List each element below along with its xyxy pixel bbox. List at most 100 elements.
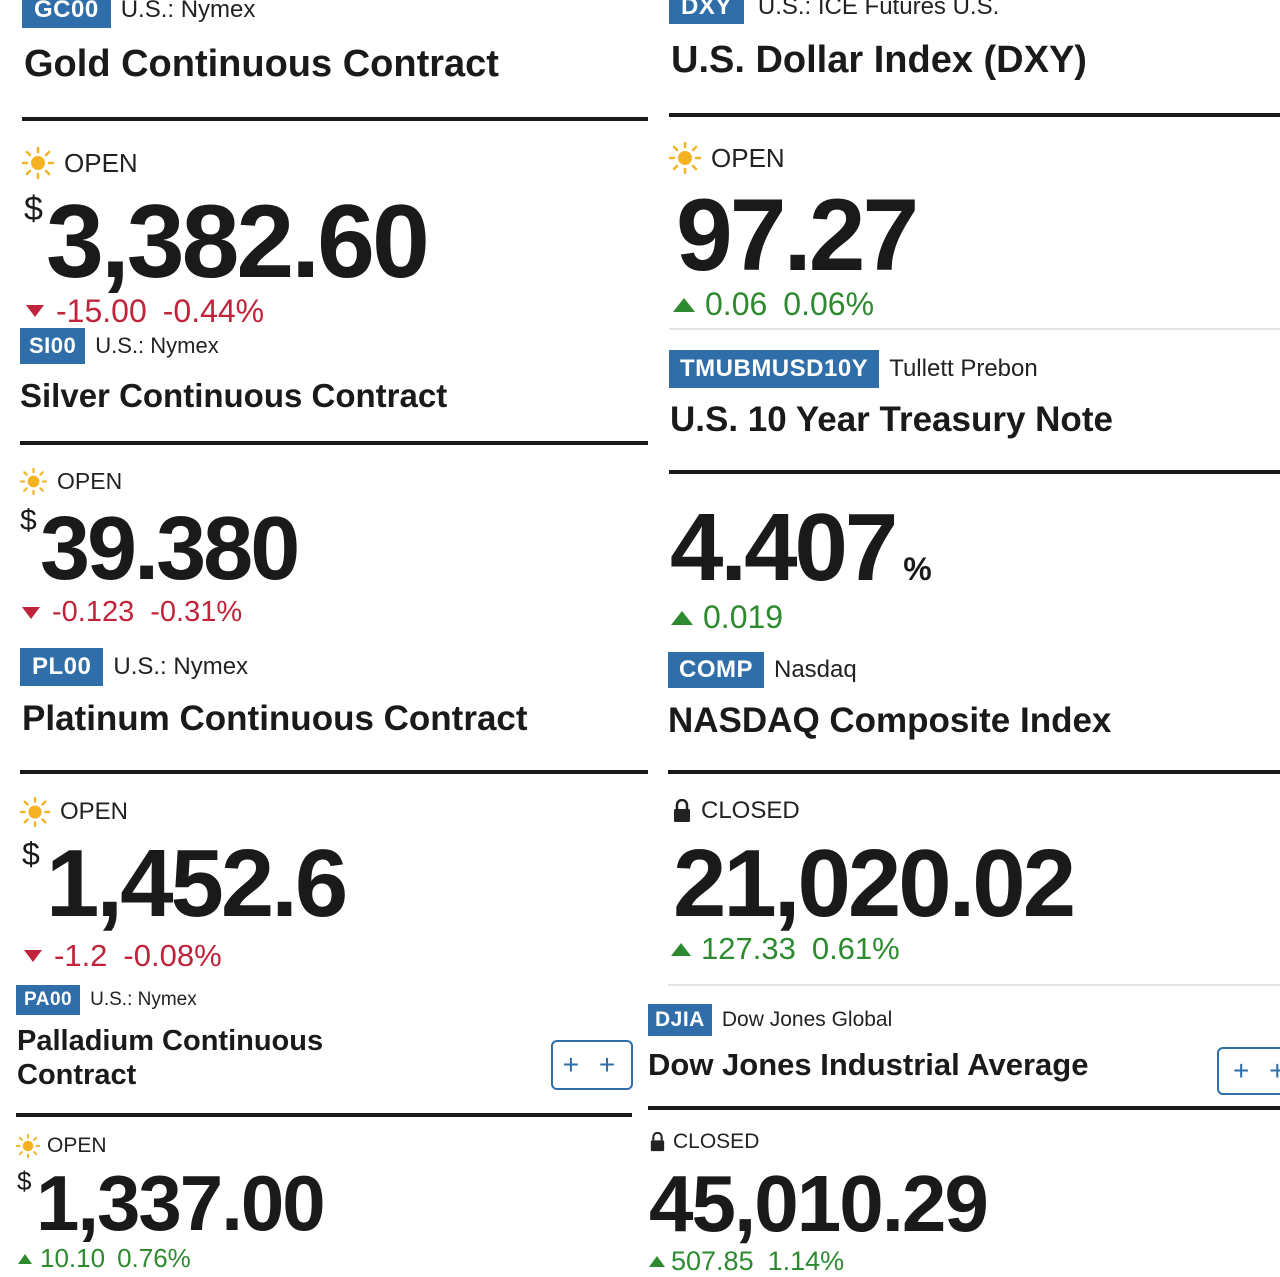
symbol-tag[interactable]: COMP — [668, 652, 764, 688]
market-status: OPEN — [669, 142, 785, 174]
sun-icon — [669, 142, 701, 174]
exchange-label: U.S.: Nymex — [113, 653, 249, 680]
separator — [668, 984, 1280, 986]
change-percent: 0.76% — [117, 1243, 191, 1273]
exchange-label: U.S.: Nymex — [90, 989, 197, 1010]
divider — [20, 441, 648, 445]
sun-icon — [20, 797, 50, 827]
market-status: OPEN — [16, 1134, 107, 1158]
price-change: 127.33 0.61% — [671, 931, 900, 967]
instrument-name[interactable]: U.S. 10 Year Treasury Note — [670, 400, 1113, 439]
triangle-down-icon — [22, 606, 40, 619]
exchange-label: U.S.: ICE Futures U.S. — [757, 0, 1000, 20]
triangle-up-icon — [18, 1253, 32, 1264]
status-label: OPEN — [711, 142, 785, 173]
symbol-tag[interactable]: DJIA — [648, 1004, 712, 1036]
status-label: OPEN — [47, 1134, 107, 1157]
status-label: OPEN — [60, 798, 129, 825]
instrument-name[interactable]: Platinum Continuous Contract — [22, 699, 528, 738]
separator — [669, 328, 1280, 330]
ticker-row: PA00 U.S.: Nymex — [16, 985, 197, 1015]
price-value: 45,010.29 — [649, 1159, 989, 1248]
change-value: -1.2 — [54, 938, 108, 973]
divider — [20, 770, 648, 774]
currency-symbol: $ — [20, 504, 37, 537]
exchange-label: Tullett Prebon — [889, 355, 1038, 382]
divider — [648, 1106, 1280, 1110]
symbol-tag[interactable]: SI00 — [20, 328, 86, 364]
market-status: OPEN — [20, 797, 128, 827]
change-percent: 0.61% — [811, 931, 900, 966]
change-value: 0.06 — [705, 286, 768, 322]
change-value: -0.123 — [52, 596, 135, 628]
status-label: OPEN — [64, 147, 138, 178]
price-change: -0.123 -0.31% — [22, 596, 242, 629]
exchange-label: U.S.: Nymex — [120, 0, 256, 23]
triangle-down-icon — [26, 305, 44, 317]
currency-symbol: $ — [17, 1166, 32, 1196]
lock-icon — [650, 1132, 665, 1152]
instrument-name[interactable]: Dow Jones Industrial Average — [648, 1047, 1089, 1082]
triangle-down-icon — [24, 950, 42, 962]
price-change: 0.06 0.06% — [673, 286, 874, 323]
market-status: CLOSED — [673, 797, 800, 825]
change-percent: -0.08% — [123, 938, 222, 973]
market-status: OPEN — [22, 147, 138, 179]
price-value: 1,337.00 — [36, 1159, 326, 1247]
instrument-name[interactable]: Palladium Continuous Contract — [17, 1025, 324, 1091]
divider — [668, 770, 1280, 774]
divider — [22, 117, 648, 121]
change-value: 127.33 — [701, 931, 796, 966]
price-change: -1.2 -0.08% — [24, 938, 222, 974]
instrument-name[interactable]: Silver Continuous Contract — [20, 377, 448, 414]
triangle-up-icon — [649, 1256, 665, 1267]
ticker-row: PL00 U.S.: Nymex — [20, 648, 248, 686]
sun-icon — [20, 468, 47, 495]
percent-unit: % — [903, 551, 932, 587]
exchange-label: Dow Jones Global — [721, 1008, 893, 1031]
divider — [669, 470, 1280, 474]
triangle-up-icon — [671, 610, 693, 625]
status-label: CLOSED — [673, 1130, 760, 1153]
sun-icon — [16, 1134, 40, 1158]
change-value: 507.85 — [671, 1246, 754, 1276]
add-to-watchlist-button[interactable]: + + — [1217, 1047, 1280, 1095]
lock-icon — [674, 799, 690, 822]
symbol-tag[interactable]: GC00 — [22, 0, 111, 28]
market-status: OPEN — [20, 468, 122, 495]
add-to-watchlist-button[interactable]: + + — [551, 1040, 633, 1090]
triangle-up-icon — [671, 942, 691, 956]
symbol-tag[interactable]: TMUBMUSD10Y — [669, 350, 880, 388]
triangle-up-icon — [673, 297, 695, 312]
change-value: 0.019 — [703, 599, 784, 635]
divider — [16, 1113, 632, 1117]
divider — [669, 113, 1280, 117]
symbol-tag[interactable]: DXY — [669, 0, 744, 24]
symbol-tag[interactable]: PL00 — [20, 648, 104, 686]
sun-icon — [22, 147, 54, 179]
price-change: 507.85 1.14% — [649, 1246, 844, 1277]
price-value: 4.407% — [670, 500, 932, 596]
exchange-label: U.S.: Nymex — [95, 333, 219, 358]
change-percent: 0.06% — [783, 286, 875, 322]
ticker-row: DXY U.S.: ICE Futures U.S. — [669, 0, 999, 24]
price-change: 0.019 — [671, 599, 783, 636]
instrument-name[interactable]: U.S. Dollar Index (DXY) — [671, 39, 1087, 81]
status-label: OPEN — [57, 468, 123, 494]
status-label: CLOSED — [701, 797, 800, 824]
change-value: -15.00 — [56, 298, 147, 324]
currency-symbol: $ — [24, 190, 43, 228]
symbol-tag[interactable]: PA00 — [16, 985, 81, 1015]
market-status: CLOSED — [650, 1130, 759, 1154]
change-value: 10.10 — [40, 1243, 106, 1273]
exchange-label: Nasdaq — [774, 656, 857, 683]
instrument-name[interactable]: Gold Continuous Contract — [24, 43, 499, 85]
price-value: 3,382.60 — [46, 184, 430, 300]
change-percent: 1.14% — [767, 1246, 845, 1276]
yield-value: 4.407 — [670, 494, 898, 601]
ticker-row: SI00 U.S.: Nymex — [20, 328, 219, 364]
change-percent: -0.31% — [150, 596, 243, 628]
instrument-name[interactable]: NASDAQ Composite Index — [668, 701, 1112, 740]
change-percent: -0.44% — [162, 298, 265, 324]
ticker-row: GC00 U.S.: Nymex — [22, 0, 255, 28]
